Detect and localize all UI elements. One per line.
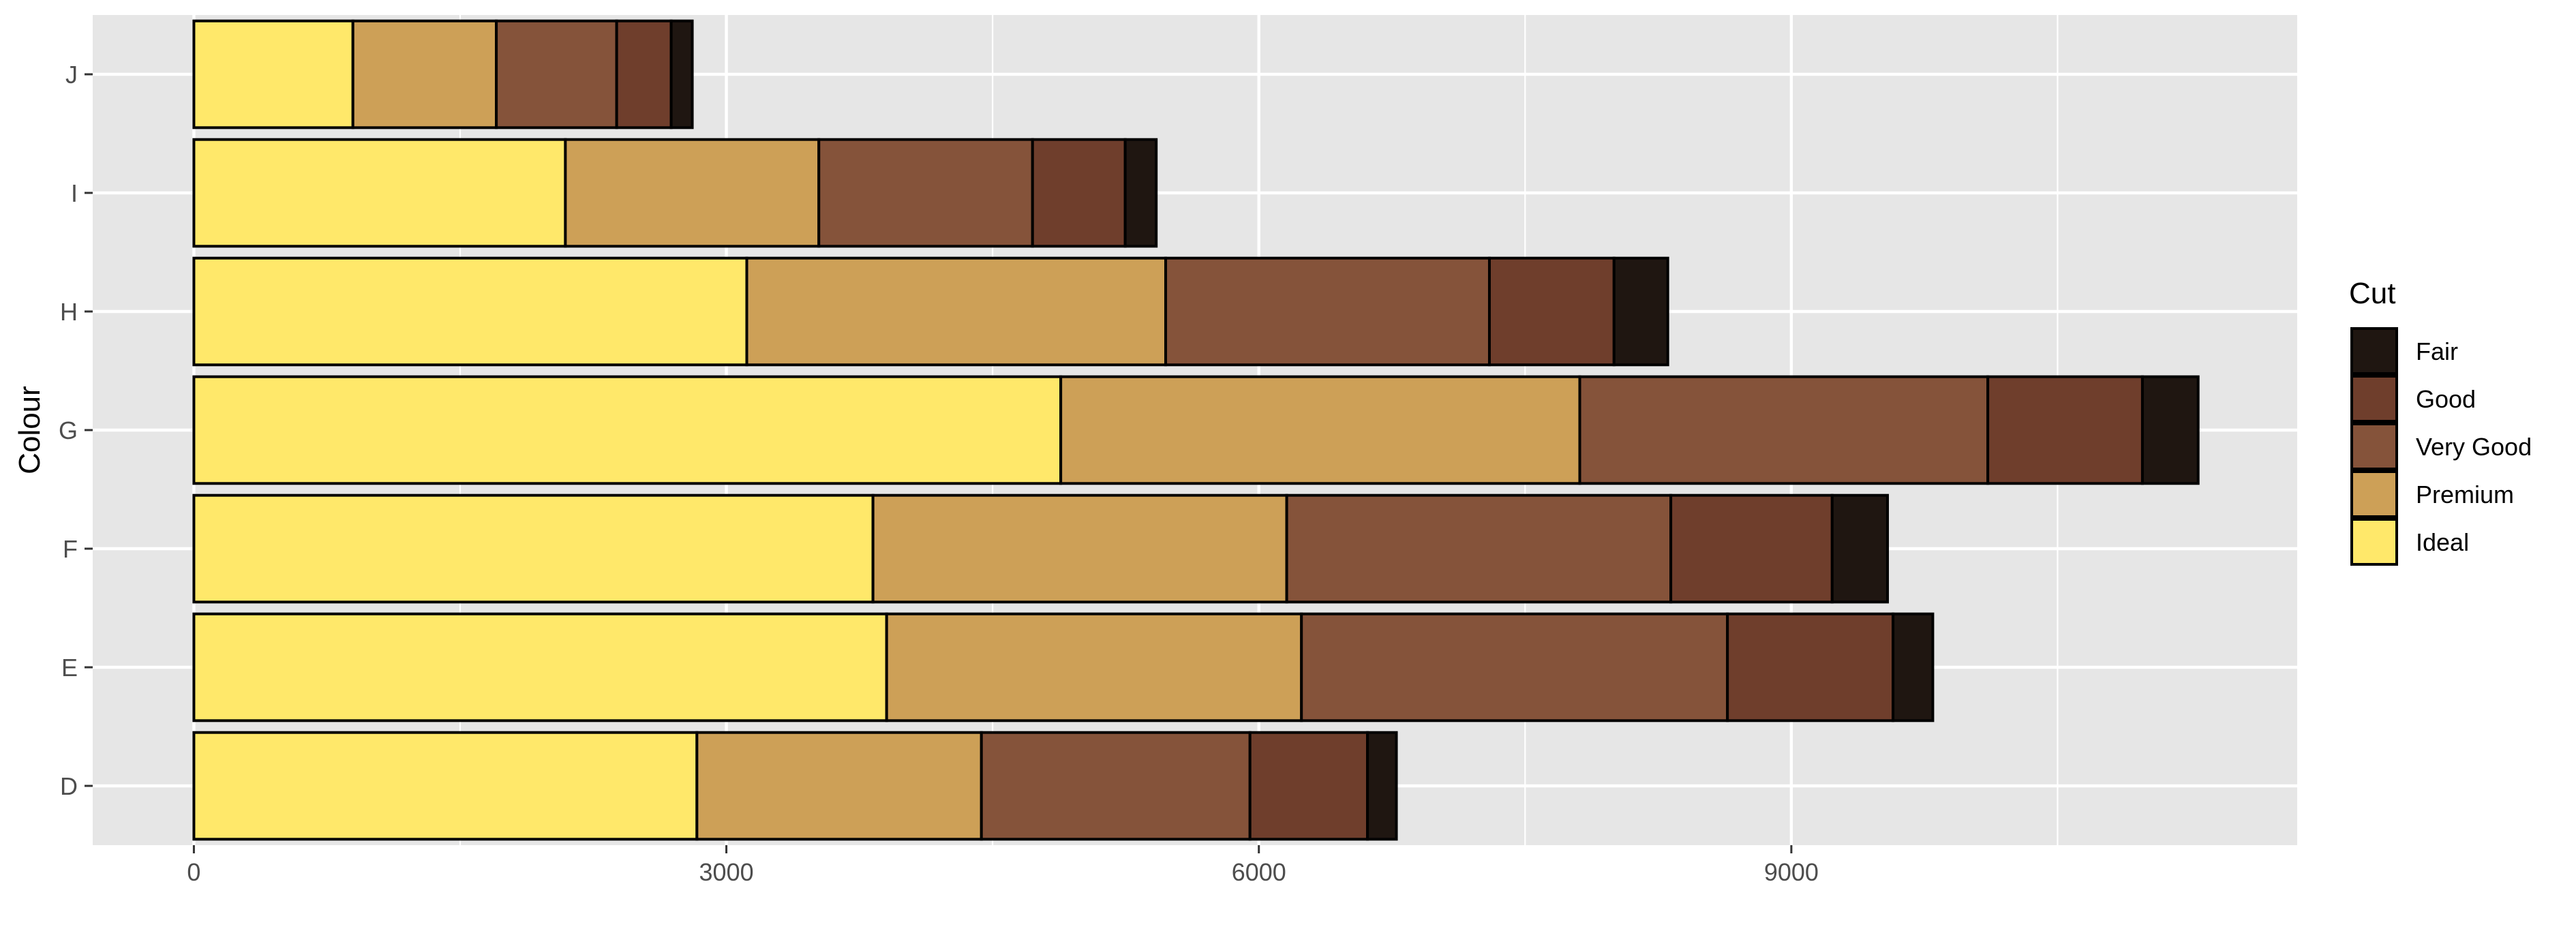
bar-segment-I-premium <box>564 138 821 248</box>
y-axis-title: Colour <box>13 386 46 474</box>
x-tick-label: 9000 <box>1764 858 1819 886</box>
bar-segment-J-premium <box>351 19 498 130</box>
bar-segment-F-very-good <box>1285 493 1673 604</box>
bar-segment-E-premium <box>885 612 1303 722</box>
y-tick-label: H <box>60 298 78 326</box>
bar-segment-G-good <box>1986 375 2144 485</box>
bar-segment-H-ideal <box>192 256 748 367</box>
bar-segment-J-fair <box>669 19 694 130</box>
legend-key-premium <box>2350 470 2398 518</box>
bar-segment-E-ideal <box>192 612 888 722</box>
legend-key-ideal <box>2350 518 2398 566</box>
bar-segment-D-premium <box>695 731 983 841</box>
bar-segment-D-very-good <box>980 731 1252 841</box>
bar-segment-E-good <box>1726 612 1895 722</box>
x-tick-label: 6000 <box>1232 858 1286 886</box>
bar-segment-H-very-good <box>1164 256 1491 367</box>
y-tick-label: J <box>65 61 78 89</box>
legend-key-good <box>2350 375 2398 423</box>
bar-segment-D-good <box>1248 731 1369 841</box>
legend-label: Very Good <box>2416 433 2532 461</box>
legend: Cut Fair Good Very Good Premium Ideal <box>2349 277 2532 566</box>
bar-segment-J-ideal <box>192 19 354 130</box>
bar-segment-I-very-good <box>817 138 1034 248</box>
bar-segment-G-ideal <box>192 375 1063 485</box>
bar-segment-F-fair <box>1830 493 1890 604</box>
bar-segment-G-fair <box>2140 375 2200 485</box>
legend-label: Good <box>2416 385 2476 413</box>
bar-segment-F-good <box>1669 493 1834 604</box>
bar-segment-D-ideal <box>192 731 699 841</box>
y-tick-label: E <box>61 654 78 682</box>
bar-segment-F-ideal <box>192 493 875 604</box>
bar-segment-D-fair <box>1366 731 1398 841</box>
x-tick-label: 0 <box>187 858 200 886</box>
y-tick-label: G <box>59 416 78 444</box>
x-tick-label: 3000 <box>699 858 754 886</box>
bar-segment-G-very-good <box>1578 375 1990 485</box>
bar-segment-G-premium <box>1059 375 1581 485</box>
bars <box>192 19 2200 841</box>
legend-key-fair <box>2350 327 2398 375</box>
bar-segment-H-premium <box>745 256 1168 367</box>
bar-segment-I-fair <box>1123 138 1158 248</box>
bar-segment-I-ideal <box>192 138 567 248</box>
legend-key-very-good <box>2350 423 2398 470</box>
bar-segment-H-good <box>1487 256 1616 367</box>
y-tick-label: F <box>63 535 78 563</box>
legend-label: Ideal <box>2416 528 2469 556</box>
y-tick-label: D <box>60 772 78 800</box>
axes: 0 3000 6000 9000 D E F G H I J <box>59 61 1819 886</box>
bar-segment-H-fair <box>1612 256 1669 367</box>
legend-label: Fair <box>2416 337 2458 365</box>
legend-title: Cut <box>2349 277 2395 310</box>
bar-segment-J-very-good <box>495 19 618 130</box>
legend-label: Premium <box>2416 481 2514 508</box>
bar-segment-F-premium <box>871 493 1288 604</box>
y-tick-label: I <box>71 179 78 207</box>
bar-segment-E-very-good <box>1300 612 1729 722</box>
bar-segment-I-good <box>1031 138 1127 248</box>
bar-segment-J-good <box>615 19 673 130</box>
bar-segment-E-fair <box>1892 612 1935 722</box>
